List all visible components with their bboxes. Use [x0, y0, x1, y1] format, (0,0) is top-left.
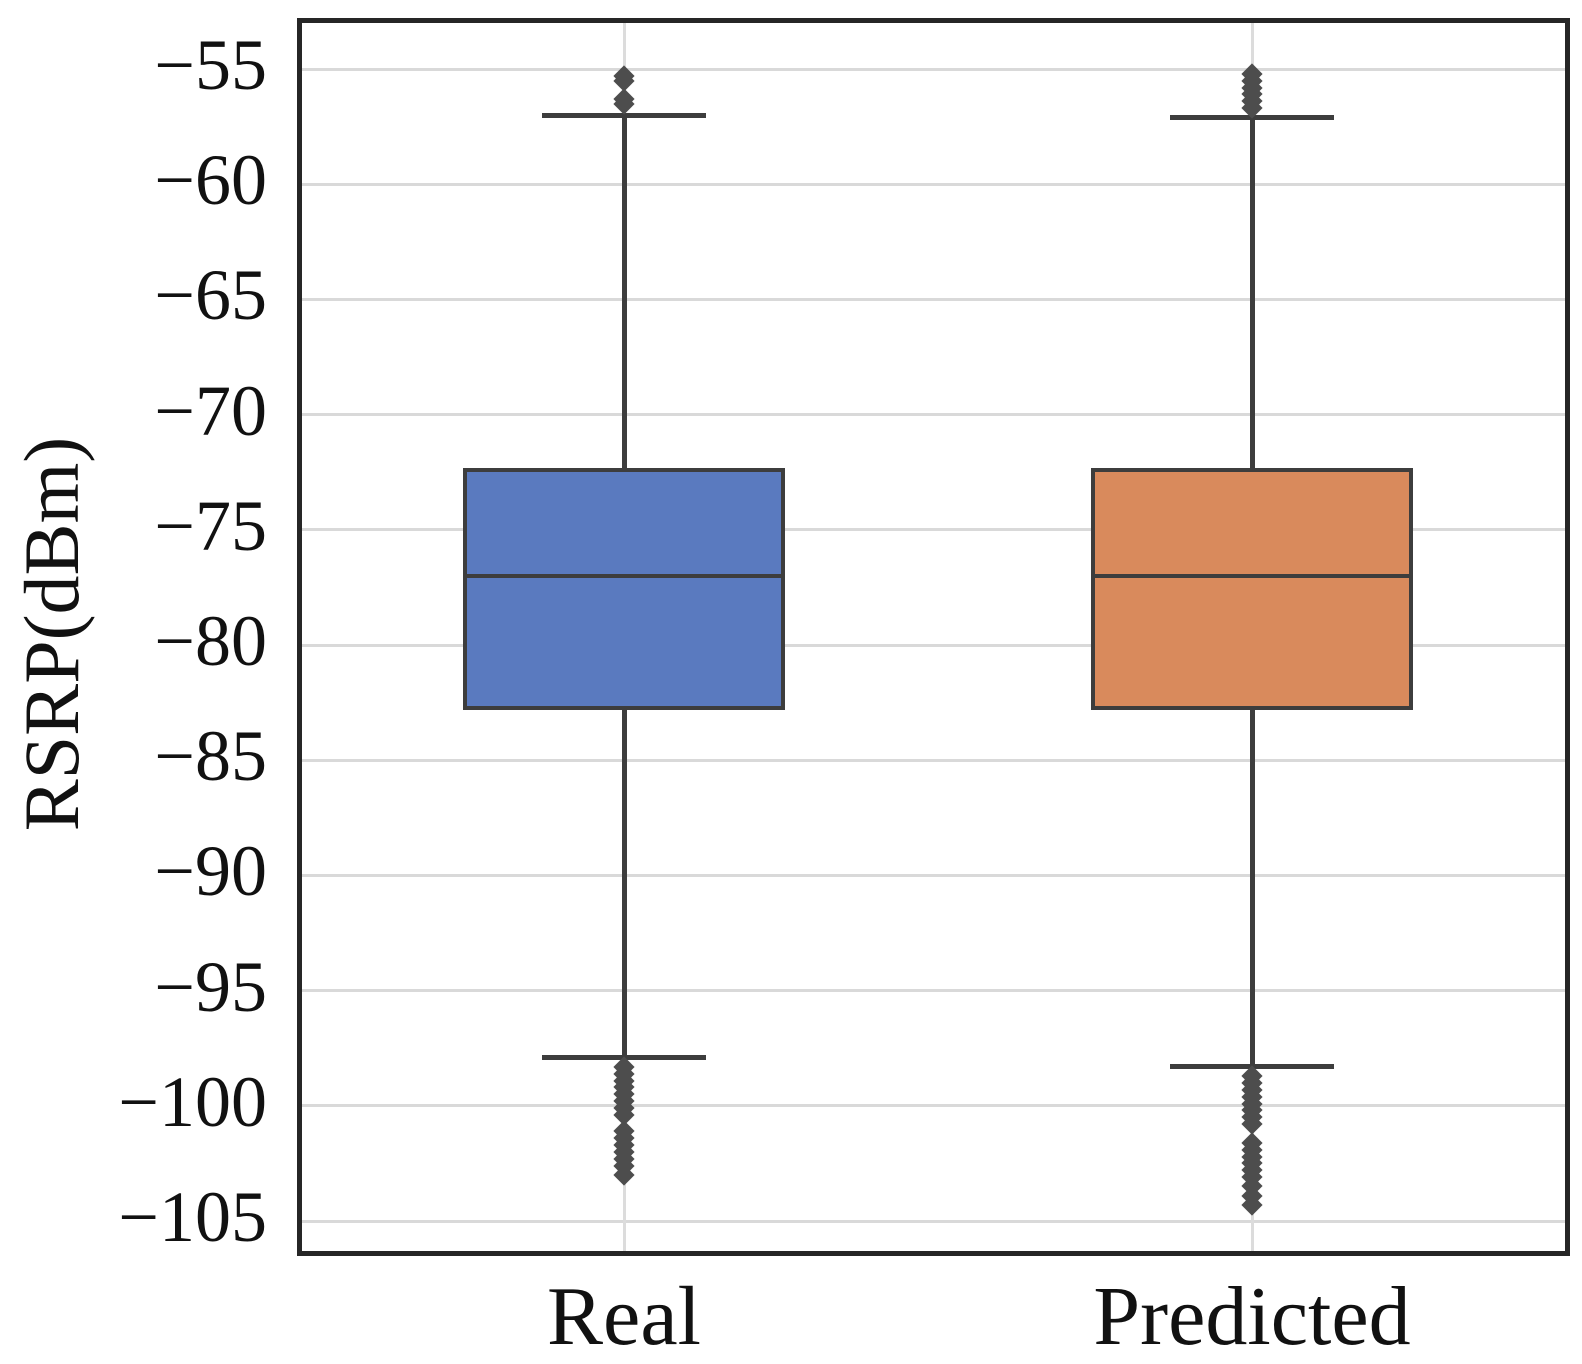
y-tick-label: −85: [154, 716, 267, 797]
x-tick-label-predicted: Predicted: [1093, 1270, 1411, 1363]
whisker-upper-cap: [542, 112, 706, 118]
y-tick-label: −105: [118, 1177, 267, 1258]
box-predicted: [1091, 467, 1413, 710]
y-tick-label: −90: [154, 831, 267, 912]
gridline-horizontal: [302, 182, 1565, 186]
gridline-horizontal: [302, 758, 1565, 762]
median-line: [1095, 573, 1409, 578]
y-tick-label: −80: [154, 601, 267, 682]
y-tick-label: −55: [154, 25, 267, 106]
y-tick-label: −100: [118, 1062, 267, 1143]
gridline-horizontal: [302, 873, 1565, 877]
gridline-horizontal: [302, 67, 1565, 71]
gridline-horizontal: [302, 989, 1565, 993]
y-tick-label: −95: [154, 946, 267, 1027]
y-tick-label: −65: [154, 255, 267, 336]
y-tick-label: −60: [154, 140, 267, 221]
box-real: [463, 467, 785, 710]
plot-area: [297, 18, 1570, 1256]
gridline-horizontal: [302, 297, 1565, 301]
x-tick-label-real: Real: [547, 1270, 701, 1363]
whisker-upper-line: [621, 115, 627, 468]
whisker-lower-line: [621, 709, 627, 1058]
gridline-horizontal: [302, 528, 1565, 532]
whisker-lower-line: [1249, 709, 1255, 1067]
gridline-horizontal: [302, 413, 1565, 417]
whisker-upper-line: [1249, 117, 1255, 468]
gridline-horizontal: [302, 1219, 1565, 1223]
median-line: [467, 573, 781, 578]
y-tick-label: −75: [154, 486, 267, 567]
y-tick-label: −70: [154, 370, 267, 451]
gridline-horizontal: [302, 643, 1565, 647]
gridline-horizontal: [302, 1104, 1565, 1108]
